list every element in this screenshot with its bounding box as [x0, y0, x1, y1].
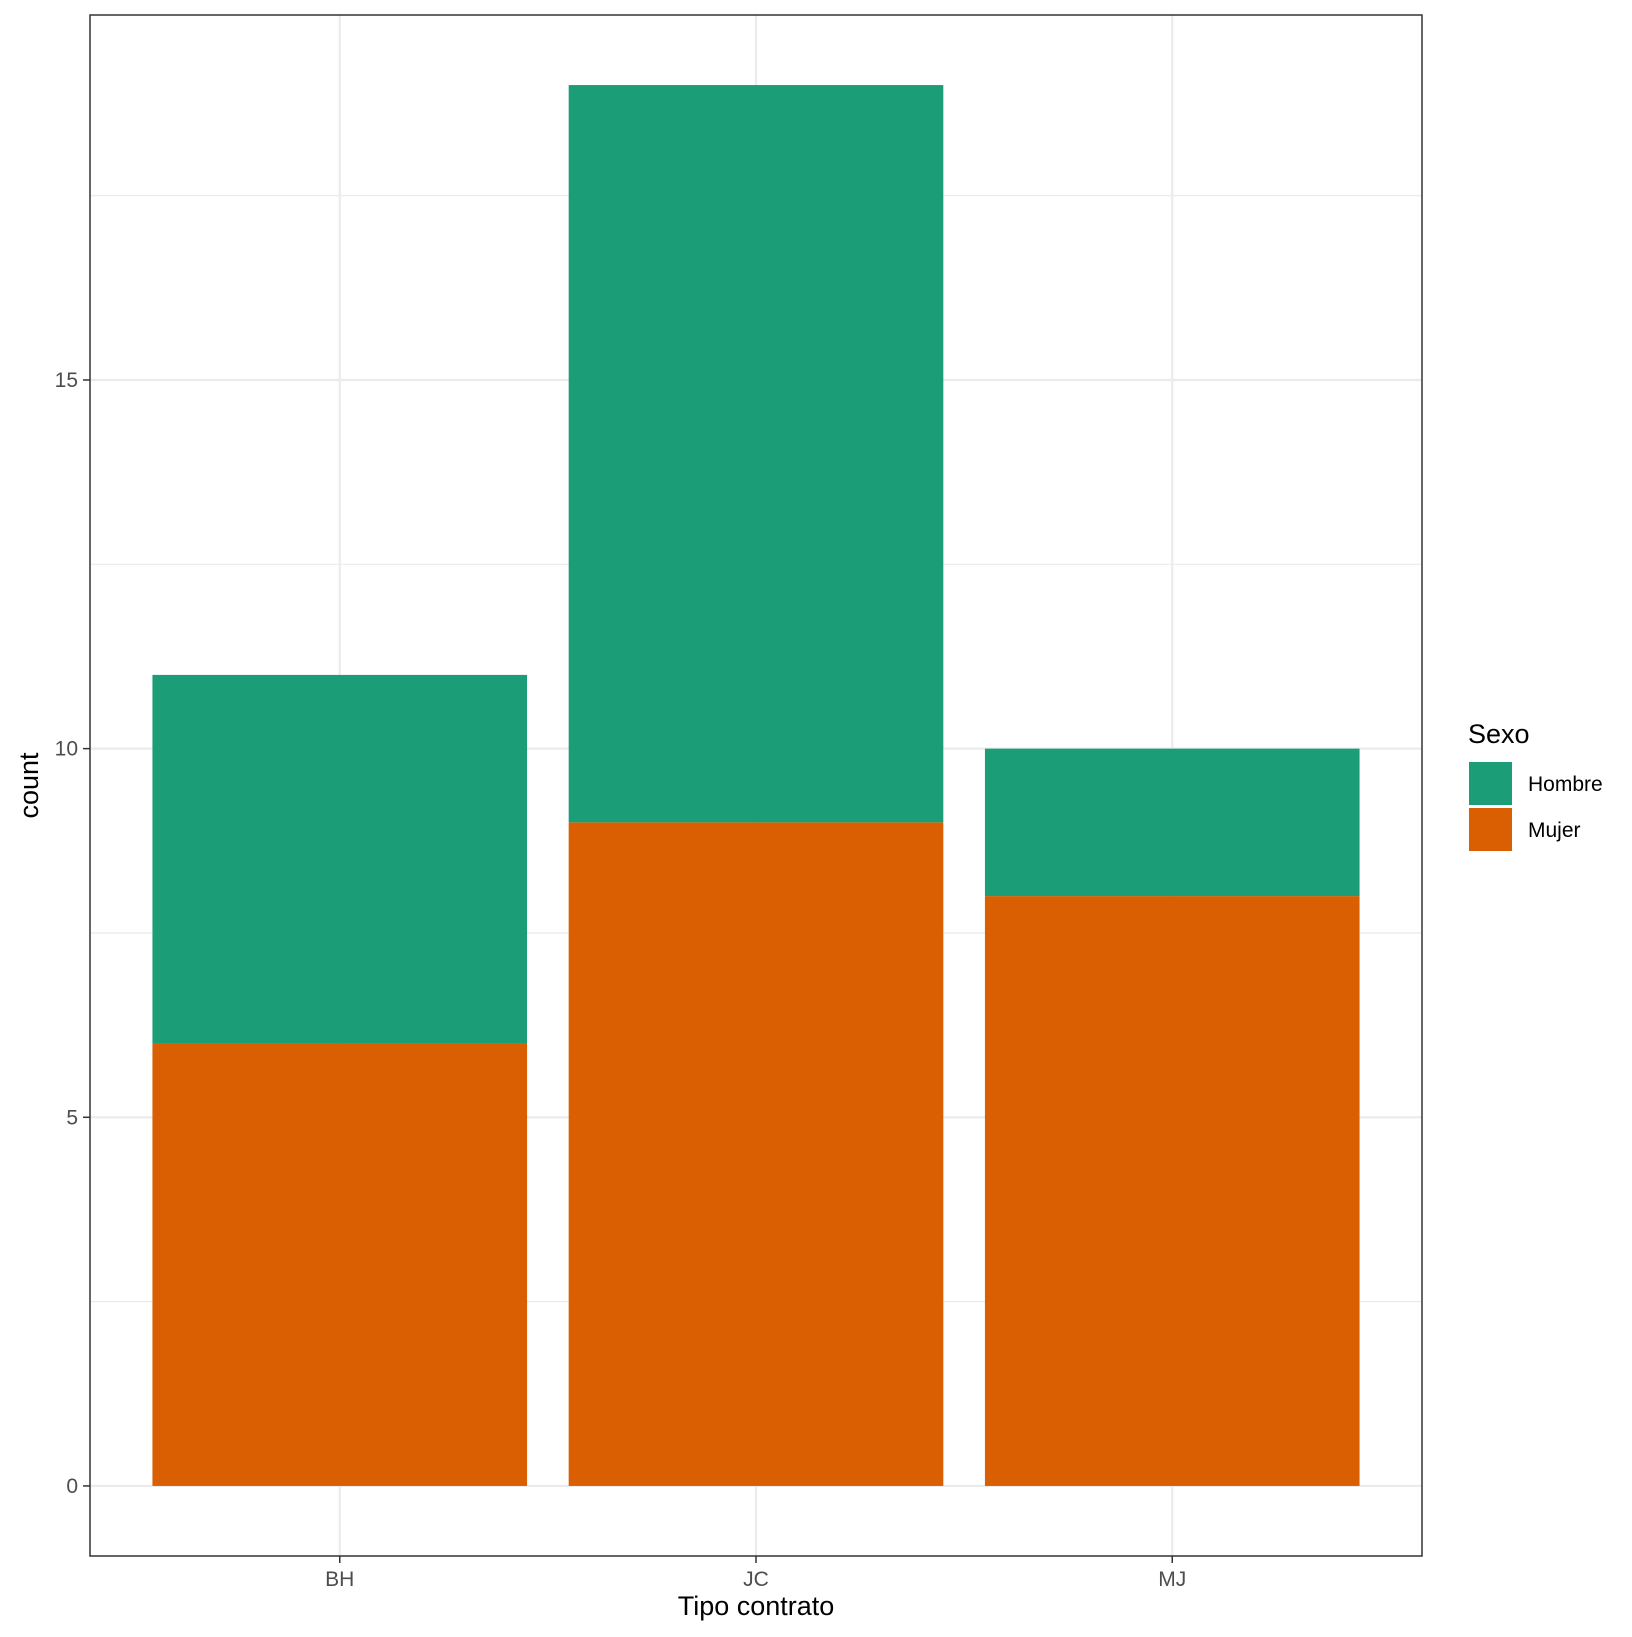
bar-jc-mujer — [568, 822, 944, 1486]
bar-mj-hombre — [984, 748, 1360, 897]
axis-ticks: 0 5 10 15 BH JC MJ — [55, 369, 1187, 1591]
bar-jc-hombre — [568, 85, 944, 823]
bar-bh-hombre — [152, 674, 528, 1044]
bar-mj-mujer — [984, 896, 1360, 1486]
bars — [152, 85, 1360, 1486]
legend-key-mujer — [1469, 808, 1512, 851]
y-tick-label: 0 — [66, 1475, 78, 1498]
y-tick-label: 5 — [66, 1106, 78, 1129]
legend-title: Sexo — [1468, 719, 1530, 749]
x-tick-label: MJ — [1158, 1568, 1186, 1591]
legend-label-mujer: Mujer — [1528, 819, 1581, 842]
y-axis-title: count — [14, 752, 44, 819]
legend-key-hombre — [1469, 762, 1512, 805]
y-tick-label: 15 — [55, 369, 78, 392]
legend-items: Hombre Mujer — [1469, 762, 1603, 851]
bar-bh-mujer — [152, 1043, 528, 1486]
legend: Sexo Hombre Mujer — [1468, 719, 1603, 851]
y-tick-label: 10 — [55, 738, 78, 761]
legend-label-hombre: Hombre — [1528, 773, 1603, 796]
x-tick-label: JC — [743, 1568, 769, 1591]
x-axis-title: Tipo contrato — [678, 1591, 835, 1621]
x-tick-label: BH — [325, 1568, 354, 1591]
